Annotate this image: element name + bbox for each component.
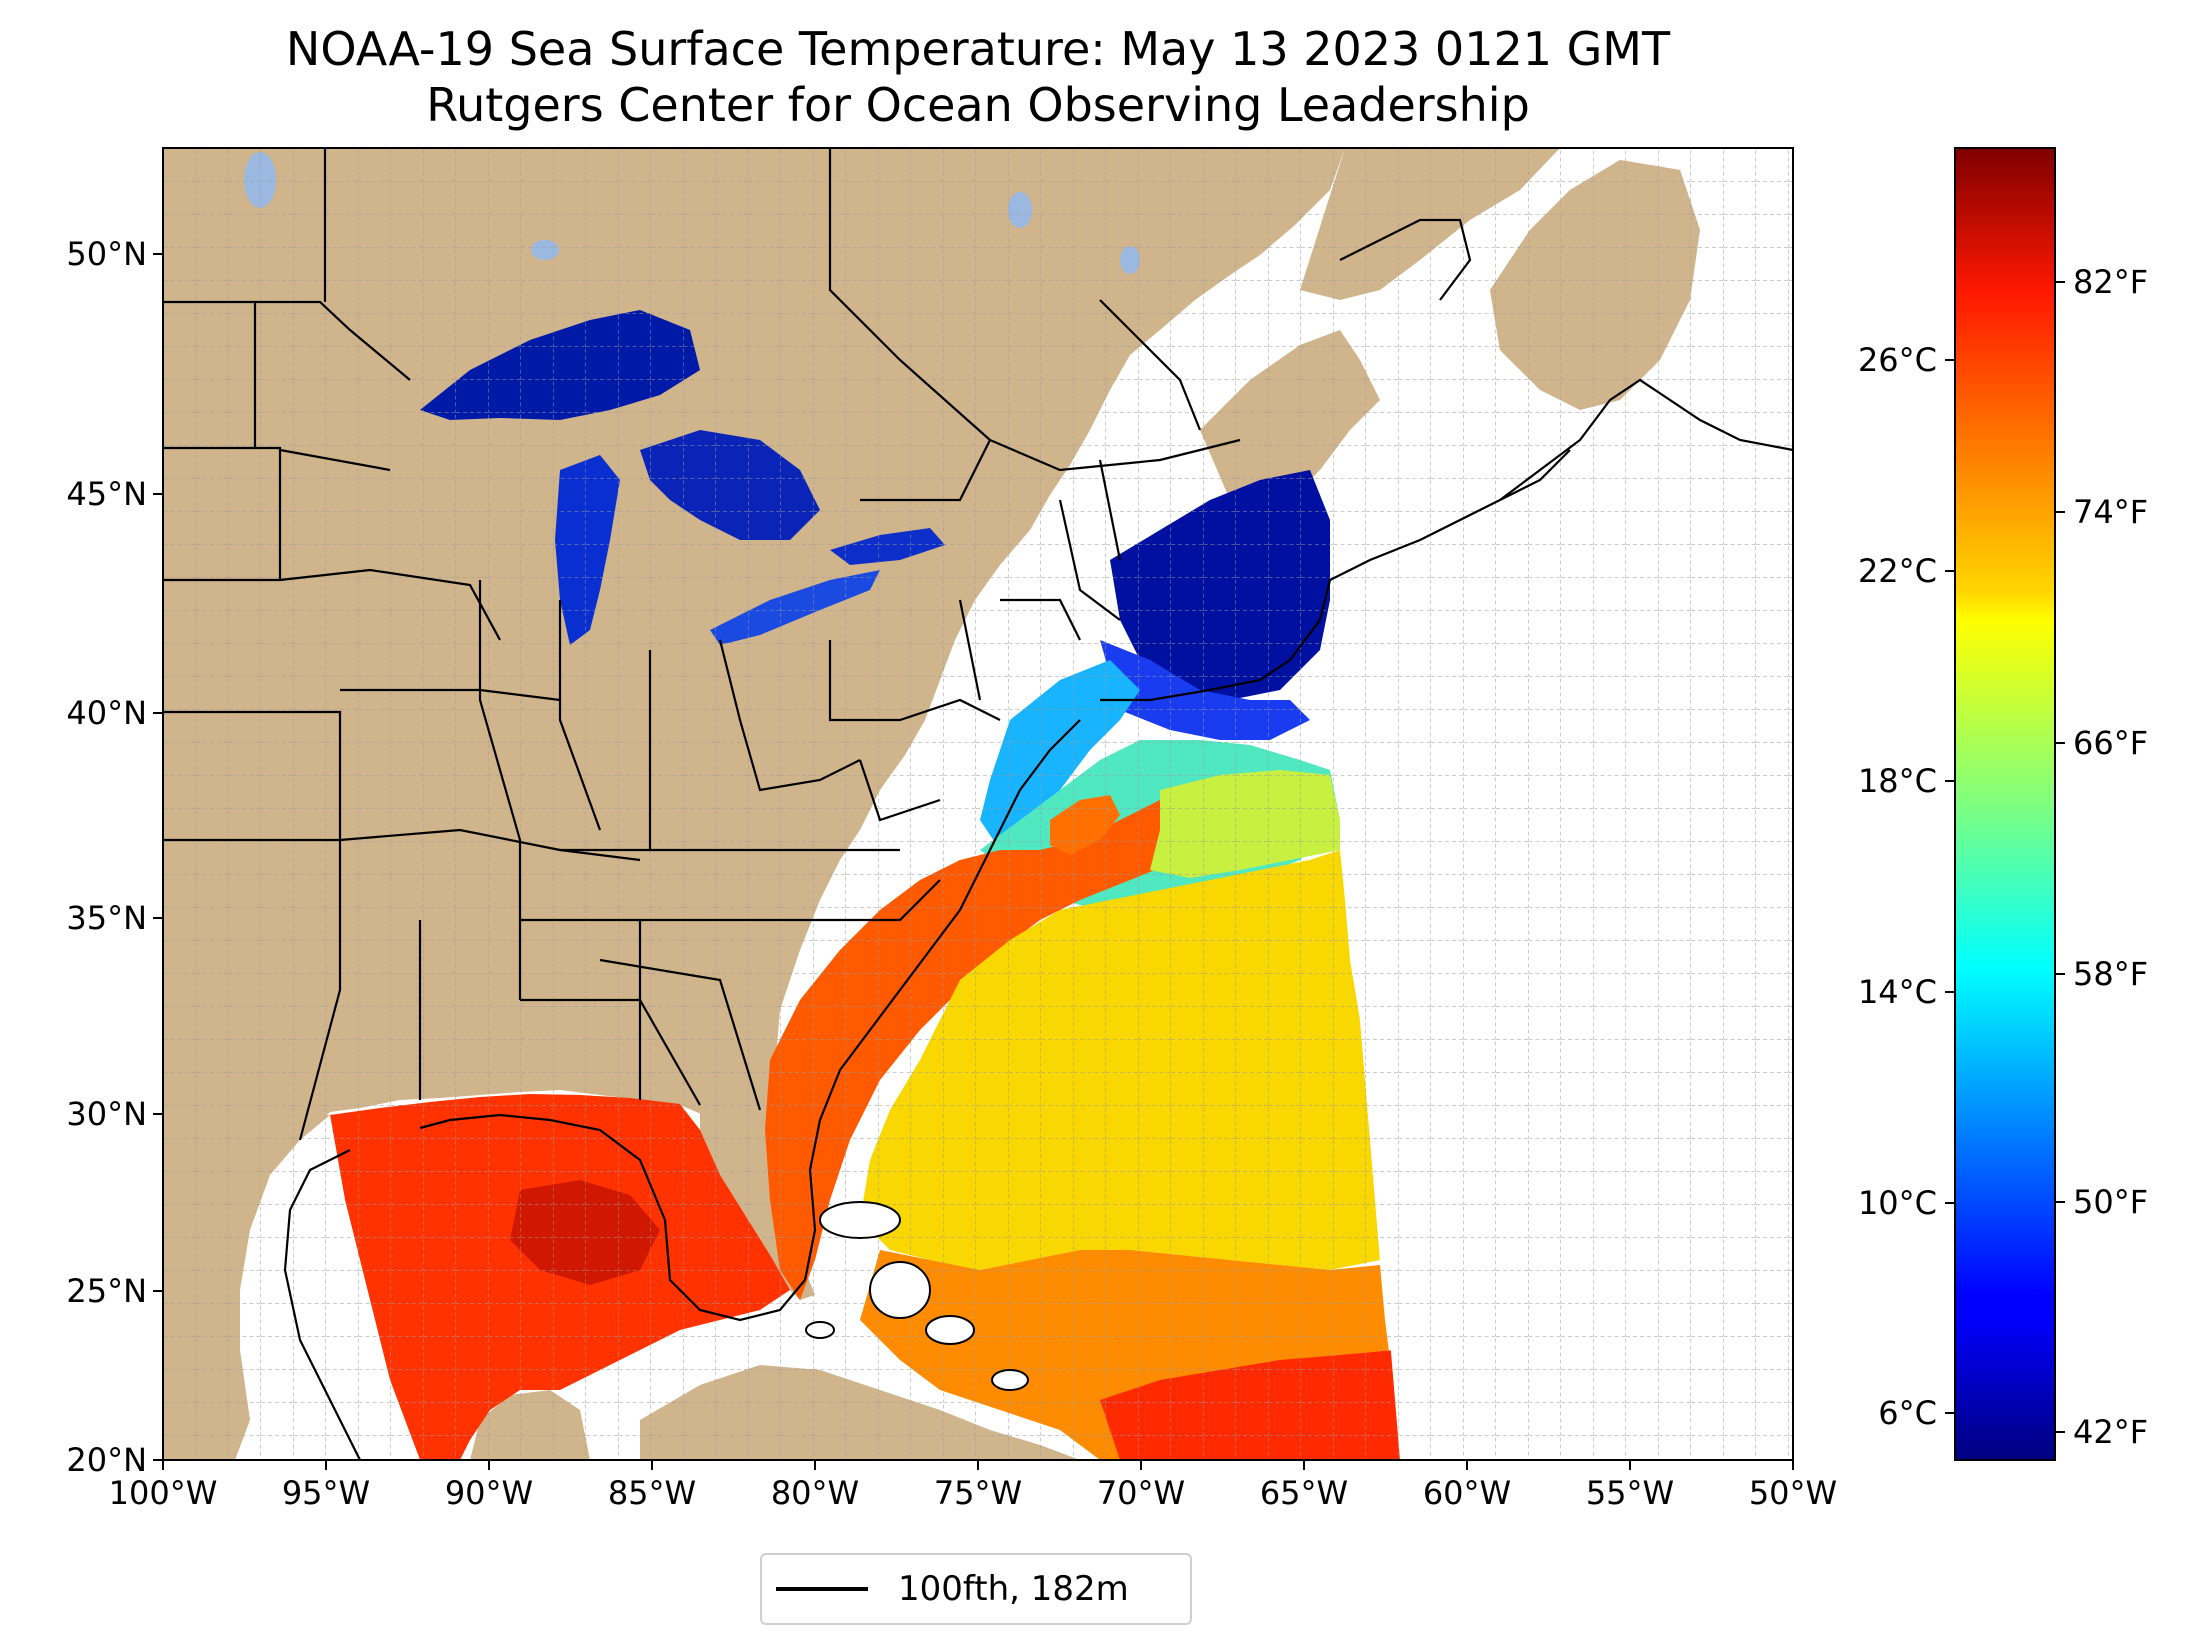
colorbar-celsius-label: 6°C xyxy=(1878,1394,1937,1432)
lon-tick-label: 85°W xyxy=(608,1474,696,1512)
lat-tick-label: 35°N xyxy=(66,899,147,937)
lon-tick-label: 70°W xyxy=(1097,1474,1185,1512)
colorbar-celsius-label: 18°C xyxy=(1858,762,1937,800)
chart-subtitle: Rutgers Center for Ocean Observing Leade… xyxy=(426,78,1530,132)
islands-bahamas xyxy=(805,1201,1029,1391)
colorbar-fahrenheit-label: 66°F xyxy=(2073,724,2148,762)
lon-tick-label: 90°W xyxy=(445,1474,533,1512)
colorbar-fahrenheit-label: 74°F xyxy=(2073,493,2148,531)
colorbar-fahrenheit-label: 42°F xyxy=(2073,1413,2148,1451)
colorbar-celsius-label: 14°C xyxy=(1858,973,1937,1011)
lat-tick-label: 45°N xyxy=(66,475,147,513)
colorbar-fahrenheit-label: 82°F xyxy=(2073,263,2148,301)
lon-tick-label: 55°W xyxy=(1586,1474,1674,1512)
lon-tick-label: 60°W xyxy=(1423,1474,1511,1512)
chart-title: NOAA-19 Sea Surface Temperature: May 13 … xyxy=(285,22,1671,76)
lon-tick-label: 65°W xyxy=(1260,1474,1348,1512)
lat-axis: 20°N 25°N 30°N 35°N 40°N 45°N 50°N xyxy=(66,235,163,1479)
colorbar-fahrenheit-label: 58°F xyxy=(2073,955,2148,993)
lon-tick-label: 95°W xyxy=(282,1474,370,1512)
colorbar-gradient xyxy=(1954,147,2056,1461)
colorbar-celsius-label: 22°C xyxy=(1858,552,1937,590)
colorbar-celsius-label: 10°C xyxy=(1858,1184,1937,1222)
legend-line-swatch xyxy=(776,1587,868,1591)
lat-tick-label: 50°N xyxy=(66,235,147,273)
lat-tick-label: 30°N xyxy=(66,1095,147,1133)
lat-tick-label: 25°N xyxy=(66,1272,147,1310)
isobath-100fth xyxy=(283,218,1793,1460)
colorbar: 6°C 10°C 14°C 18°C 22°C 26°C 42°F 50°F 58°F 66°F… xyxy=(1858,147,2148,1461)
political-borders xyxy=(163,148,1241,1141)
lon-tick-label: 80°W xyxy=(771,1474,859,1512)
legend: 100fth, 182m xyxy=(760,1553,1192,1625)
lon-tick-label: 75°W xyxy=(934,1474,1022,1512)
colorbar-celsius-label: 26°C xyxy=(1858,341,1937,379)
lon-axis: 100°W 95°W 90°W 85°W 80°W 75°W 70°W 65°W 60°W 55°… xyxy=(109,1460,1837,1512)
lat-tick-label: 40°N xyxy=(66,694,147,732)
lon-tick-label: 100°W xyxy=(109,1474,218,1512)
legend-label: 100fth, 182m xyxy=(898,1569,1129,1609)
colorbar-fahrenheit-label: 50°F xyxy=(2073,1183,2148,1221)
map-panel xyxy=(163,148,1793,1460)
lat-tick-label: 20°N xyxy=(66,1441,147,1479)
lon-tick-label: 50°W xyxy=(1749,1474,1837,1512)
